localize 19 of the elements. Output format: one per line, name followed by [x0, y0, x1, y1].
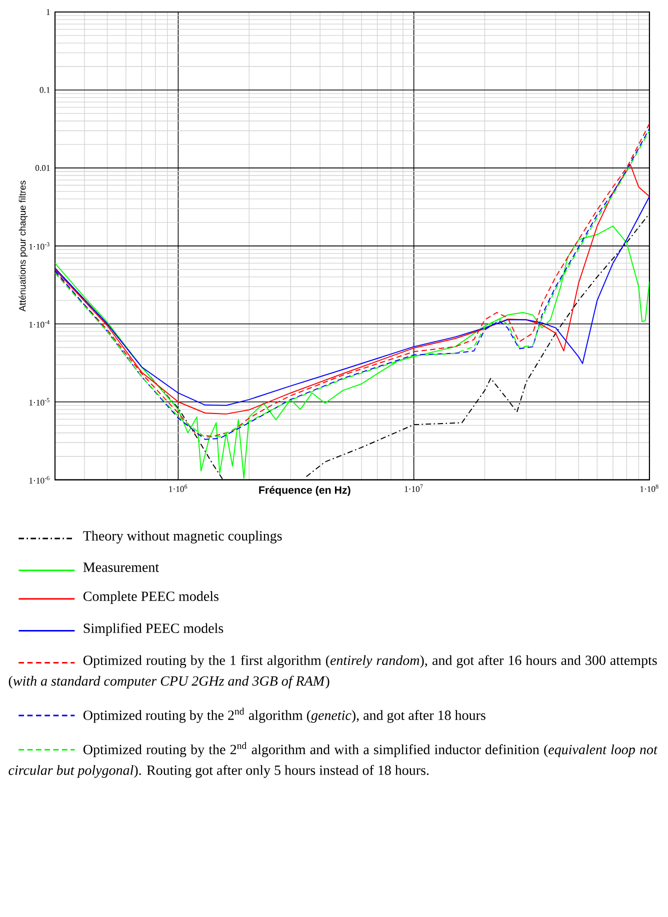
x-tick-label: 1·10$^{7}$ [404, 484, 423, 492]
legend-label: Optimized routing by the 2$^{nd}$ algorithm (genetic), and got after 18 hours [84, 708, 486, 723]
legend-label: Measurement [83, 562, 160, 572]
y-tick-label: 0.1 [40, 87, 50, 93]
x-tick-label: 1·10$^{8}$ [640, 484, 658, 492]
y-tick-label: 1 [46, 9, 50, 15]
y-axis-title: Atténuations pour chaque filtres [18, 180, 28, 312]
legend-label: Simplified PEEC models [84, 623, 224, 636]
x-tick-label: 1·10$^{6}$ [169, 484, 188, 492]
x-axis-title: Fréquence (en Hz) [259, 486, 350, 496]
text: Optimized routing by the 2$^{nd}$ algorithm and with a simplified inductor definition (equivalent loop not circular but polygonal). Routing got after only 5 hours instead of 18 hours. [8, 742, 658, 778]
legend-label: Theory without magnetic couplings [83, 530, 282, 544]
y-tick-label: 1·10$^{-6}$ [30, 476, 50, 484]
y-tick-label: 1·10$^{-3}$ [30, 242, 50, 250]
y-tick-label: 1·10$^{-4}$ [30, 320, 50, 328]
y-tick-label: 1·10$^{-5}$ [30, 398, 50, 406]
text: Optimized routing by the 1 first algorithm (entirely random), and got after 16 hours and 300 attempts (with a standard computer CPU 2GHz and 3GB of RAM) [8, 655, 657, 689]
y-tick-label: 0.01 [36, 165, 50, 171]
legend-label: Complete PEEC models [84, 591, 219, 604]
